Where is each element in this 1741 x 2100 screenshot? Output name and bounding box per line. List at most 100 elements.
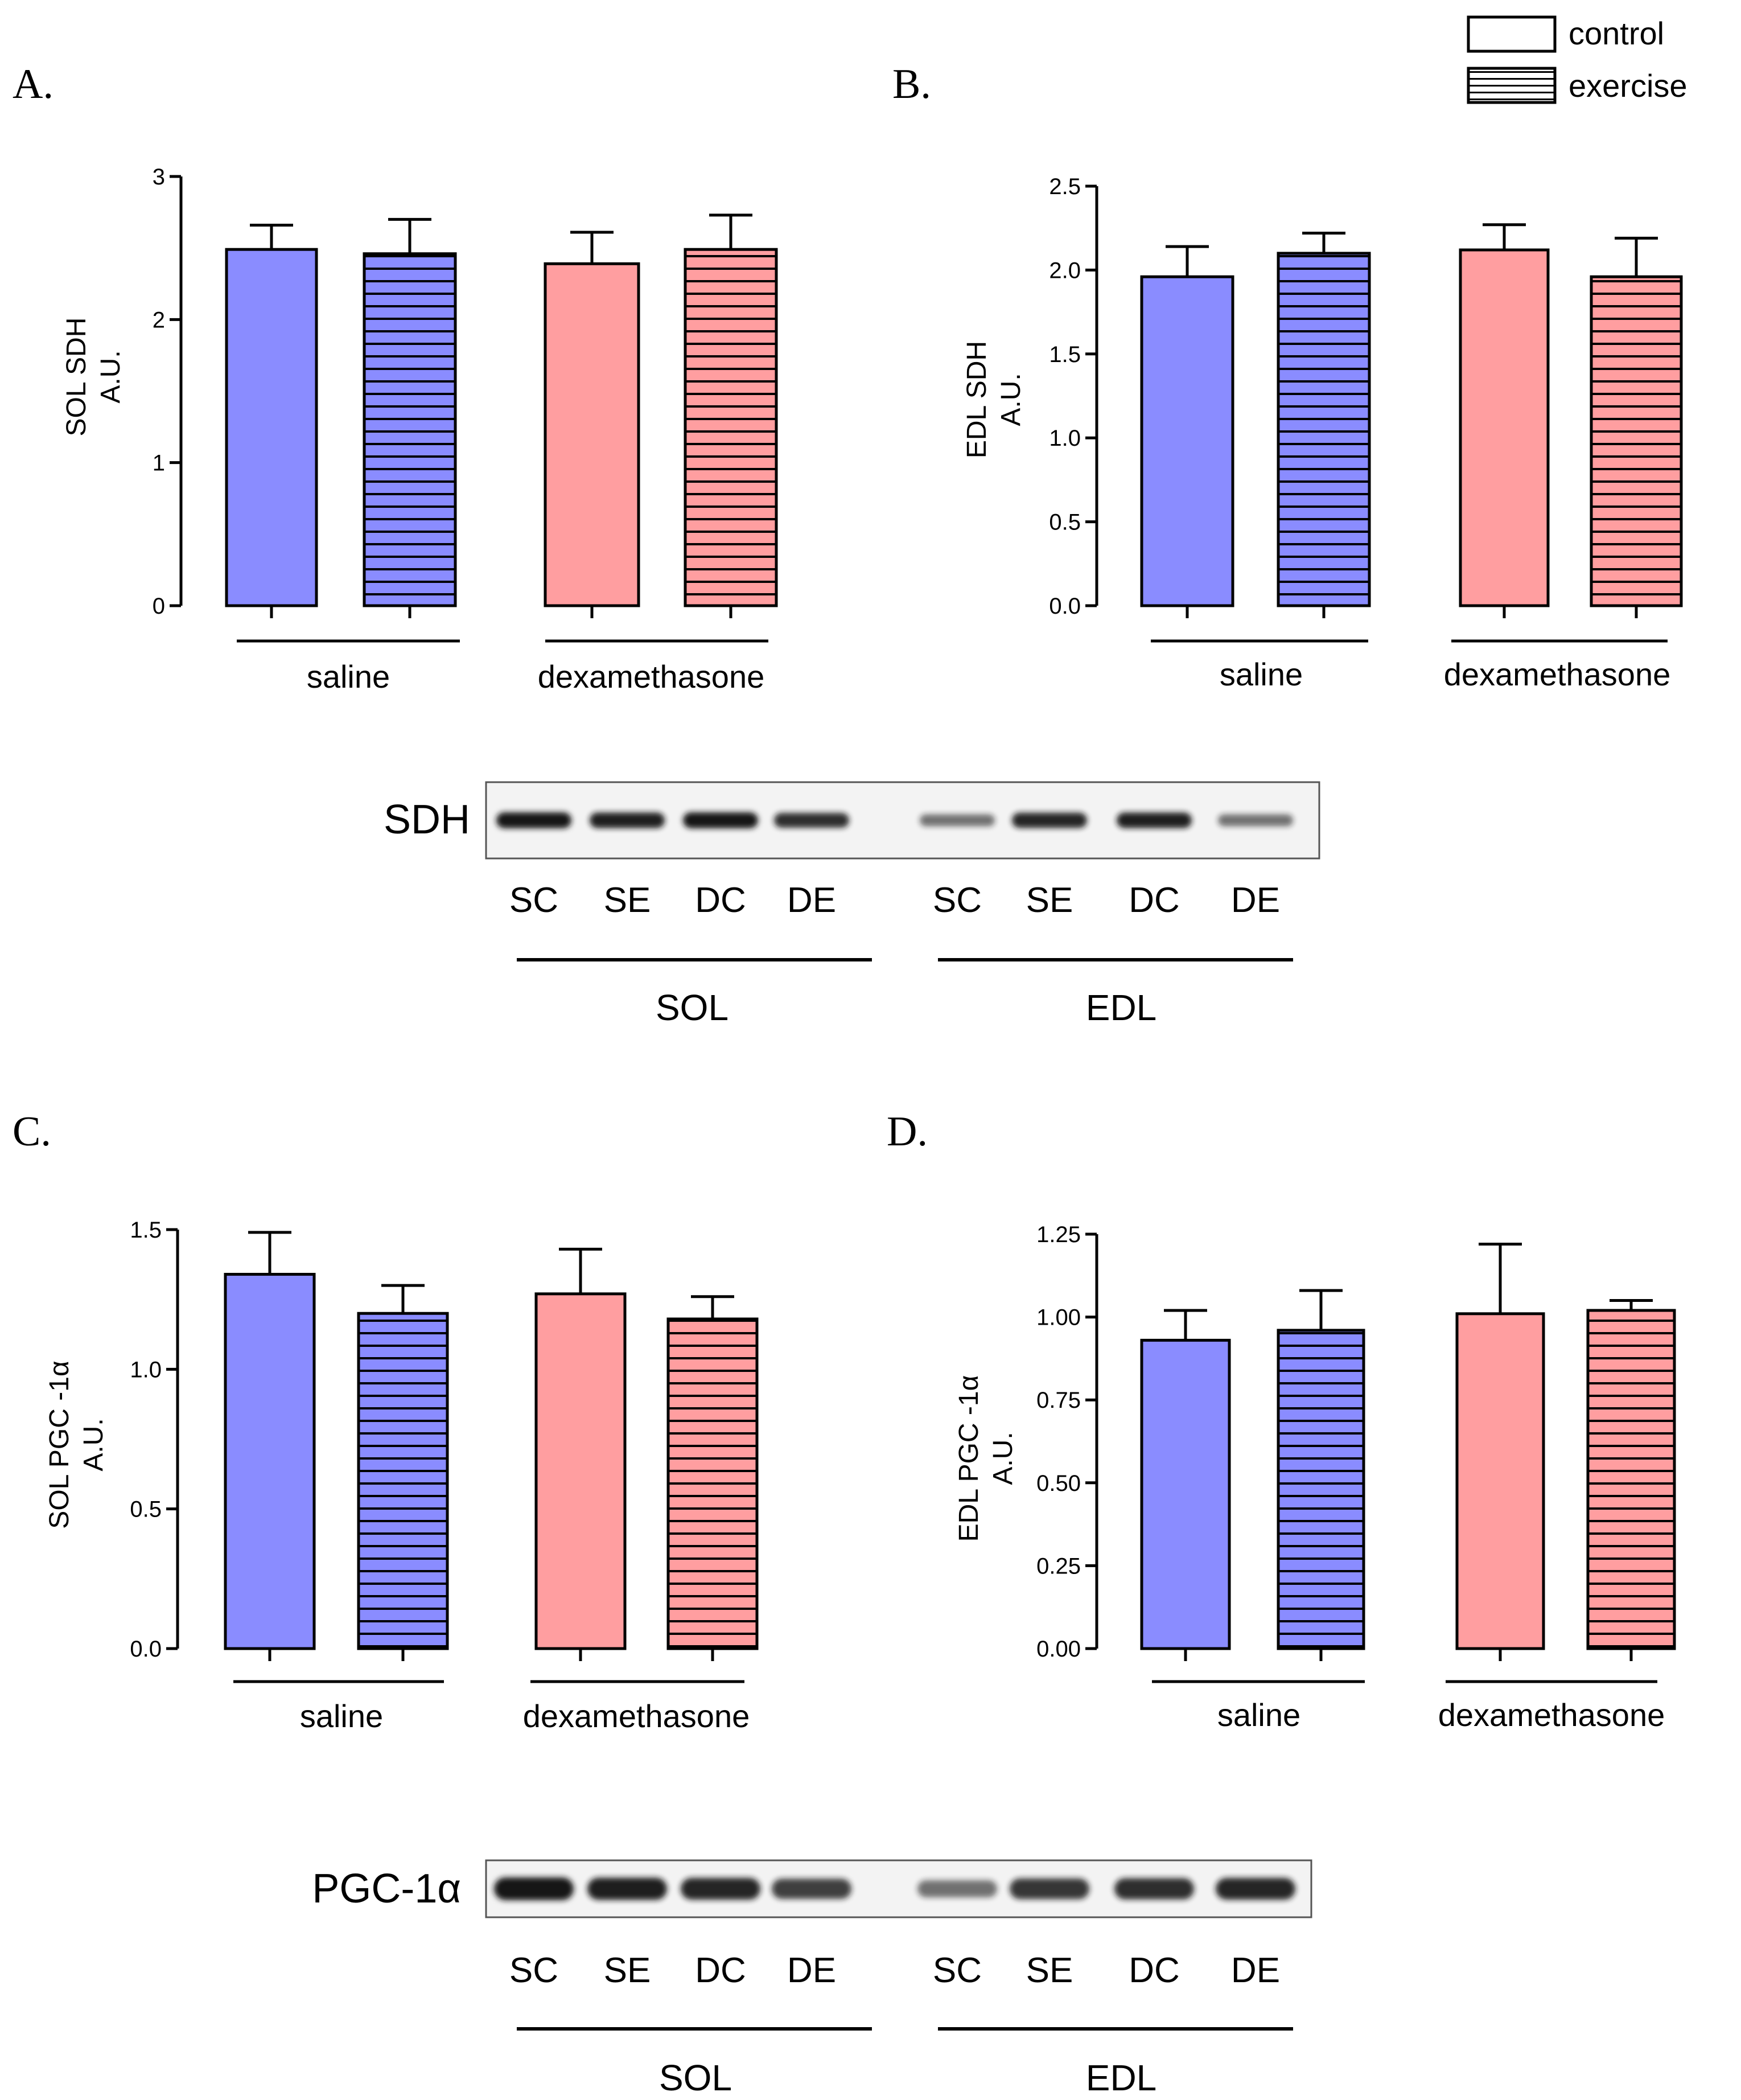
group-label-saline: saline [300,1698,383,1734]
blot-bands [494,1877,1295,1900]
panel-label: B. [892,61,931,108]
bars [225,213,778,618]
group-label-sol: SOL [656,987,728,1028]
group-label-dexamethasone: dexamethasone [1444,656,1671,692]
y-tick-label: 0.00 [1036,1637,1081,1662]
y-axis-label-line1: EDL SDH [962,341,992,458]
blot-band [1114,1878,1194,1900]
y-axis-ticks: 0.0 0.5 1.0 1.5 [130,1218,178,1662]
legend-label-exercise: exercise [1569,68,1688,104]
blot-band [1216,1877,1295,1900]
lane-label: SE [1026,881,1073,920]
lane-label: SE [604,1951,651,1990]
y-axis-label-line2: A.U. [996,373,1026,426]
y-tick-label: 0.0 [1049,594,1081,619]
y-tick-label: 1 [153,451,165,476]
blot-band [920,814,995,827]
y-axis-ticks: 0.0 0.5 1.0 1.5 2.0 2.5 [1049,174,1097,619]
panel-d-chart: D. EDL PGC -1α A.U. 0.00 0.25 0.50 0.75 1.00… [887,1108,1676,1733]
y-tick-label: 0.75 [1036,1388,1081,1413]
legend-swatch-control [1467,15,1557,53]
lane-label: SE [1026,1951,1073,1990]
bars [1140,223,1683,618]
group-label-edl: EDL [1086,2057,1157,2098]
y-tick-label: 1.0 [1049,426,1081,451]
y-tick-label: 2.0 [1049,258,1081,283]
panel-c-chart: C. SOL PGC -1α A.U. 0.00.51.01.5 saline … [13,1108,759,1734]
y-axis-label-line2: A.U. [79,1418,109,1471]
blot-band [1218,814,1293,827]
bar-dexamethasone-control [1459,248,1550,607]
y-axis-label-line1: SOL PGC -1α [44,1361,75,1528]
bar-saline-control [225,248,318,607]
group-label-dexamethasone: dexamethasone [523,1698,750,1734]
lane-label: SC [933,881,982,920]
blot-band [1117,812,1192,828]
lane-label: DC [695,1951,746,1990]
lane-labels: SC SE DC DE SC SE DC DE [509,881,1280,920]
bar-saline-exercise [357,1312,449,1650]
lane-label: DC [1129,881,1180,920]
bar-saline-control [1140,275,1234,607]
bar-dexamethasone-control [544,262,640,607]
bar-saline-exercise [1277,252,1371,607]
y-axis-ticks: 0 1 2 3 [153,165,181,619]
pgc-western-blot: PGC-1α SC SE DC DE SC SE DC DE SOL EDL [312,1859,1312,2098]
group-label-saline: saline [1220,656,1303,692]
bars [1140,1242,1676,1661]
blot-band [774,812,849,828]
y-tick-label: 1.0 [130,1357,162,1382]
blot-band [681,1877,760,1900]
lane-label: DE [1231,881,1280,920]
y-tick-label: 0.50 [1036,1471,1081,1496]
blot-band [496,812,571,828]
bar-dexamethasone-control [534,1292,627,1650]
y-tick-label: 2 [153,307,165,332]
y-tick-label: 1.00 [1036,1305,1081,1330]
lane-label: SE [604,881,651,920]
group-label-dexamethasone: dexamethasone [538,659,765,694]
y-axis-label-line2: A.U. [988,1432,1018,1485]
y-axis-label-line2: A.U. [96,350,126,403]
legend: control exercise [1467,15,1688,104]
panel-label: A. [13,61,53,108]
bar-dexamethasone-control [1455,1312,1545,1650]
lane-label: SC [933,1951,982,1990]
y-axis-ticks: 0.00 0.25 0.50 0.75 1.00 1.25 [1036,1222,1097,1662]
bar-dexamethasone-exercise [1590,275,1683,607]
blot-band [683,812,758,828]
group-label-saline: saline [1217,1697,1300,1733]
lane-label: SC [509,1951,558,1990]
y-tick-label: 0.5 [1049,510,1081,535]
blot-band [587,1877,667,1900]
bar-saline-exercise [363,252,457,607]
y-tick-label: 0.25 [1036,1554,1081,1579]
lane-label: DE [787,881,836,920]
blot-band [1012,812,1087,828]
blot-band [590,812,665,828]
y-tick-label: 1.25 [1036,1222,1081,1247]
y-tick-label: 0 [153,594,165,619]
bar-saline-control [1140,1338,1231,1650]
y-tick-label: 1.5 [130,1218,162,1243]
blot-band [1010,1878,1089,1900]
blot-band [494,1877,574,1900]
y-tick-label: 0.0 [130,1637,162,1662]
legend-swatch-exercise [1467,67,1557,104]
y-tick-label: 2.5 [1049,174,1081,199]
blot-label: SDH [384,797,470,843]
sdh-western-blot: SDH SC SE DC DE SC SE DC DE SOL EDL [384,781,1320,1028]
panel-label: D. [887,1108,928,1155]
legend-label-control: control [1569,15,1664,51]
panel-b-chart: B. EDL SDH A.U. 0.0 0.5 1.0 1.5 2.0 2.5 salin… [892,61,1683,692]
lane-label: DE [1231,1951,1280,1990]
lane-labels: SC SE DC DE SC SE DC DE [509,1951,1280,1990]
y-tick-label: 1.5 [1049,342,1081,367]
lane-label: DE [787,1951,836,1990]
panel-a-chart: A. SOL SDH A.U. 0 1 2 3 saline dexamethason… [13,61,778,694]
bar-saline-exercise [1277,1329,1365,1650]
y-axis-label-line1: EDL PGC -1α [954,1375,984,1542]
group-label-dexamethasone: dexamethasone [1438,1697,1665,1733]
y-tick-label: 3 [153,165,165,190]
